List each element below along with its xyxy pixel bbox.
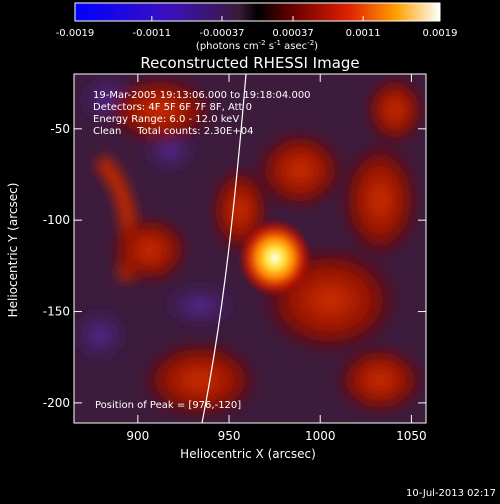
heatmap-image: [74, 74, 426, 423]
colorbar-tick-label: -0.0019: [56, 28, 95, 39]
colorbar-ticks: -0.0019 -0.0011 -0.00037 0.00037 0.0011 0.001…: [56, 16, 458, 39]
colorbar: [74, 2, 441, 22]
x-tick-label: 950: [218, 429, 241, 443]
colorbar-tick-label: -0.0011: [133, 28, 172, 39]
colorbar-tick-label: 0.00037: [272, 28, 313, 39]
y-axis: -50 -100 -150 -200: [43, 122, 426, 410]
x-tick-label: 1000: [305, 429, 336, 443]
colorbar-tick-label: -0.00037: [199, 28, 244, 39]
y-tick-label: -50: [50, 122, 70, 136]
y-tick-label: -200: [43, 396, 70, 410]
info-line-time: 19-Mar-2005 19:13:06.000 to 19:18:04.000: [93, 90, 311, 101]
plot-frame: [73, 73, 427, 424]
x-axis: 900 950 1000 1050: [126, 74, 427, 443]
chart-title: Reconstructed RHESSI Image: [140, 54, 359, 72]
info-line-clean: Clean Total counts: 2.30E+04: [93, 126, 253, 137]
x-tick-label: 1050: [396, 429, 427, 443]
colorbar-units-label: (photons cm-2 s-1 asec-2): [196, 39, 318, 52]
info-line-detectors: Detectors: 4F 5F 6F 7F 8F, Att 0: [93, 102, 252, 113]
peak-position-label: Position of Peak = [976,-120]: [95, 400, 241, 411]
y-tick-label: -150: [43, 305, 70, 319]
info-line-energy: Energy Range: 6.0 - 12.0 keV: [93, 114, 239, 125]
colorbar-tick-label: 0.0019: [423, 28, 458, 39]
colorbar-tick-label: 0.0011: [346, 28, 381, 39]
observation-info: 19-Mar-2005 19:13:06.000 to 19:18:04.000…: [93, 90, 311, 137]
x-axis-label: Heliocentric X (arcsec): [180, 447, 316, 461]
solar-limb: [201, 74, 247, 423]
y-tick-label: -100: [43, 213, 70, 227]
emission-peak: [237, 218, 313, 298]
footer-date: 10-Jul-2013 02:17: [406, 488, 496, 499]
x-tick-label: 900: [126, 429, 149, 443]
y-axis-label: Heliocentric Y (arcsec): [6, 183, 20, 318]
